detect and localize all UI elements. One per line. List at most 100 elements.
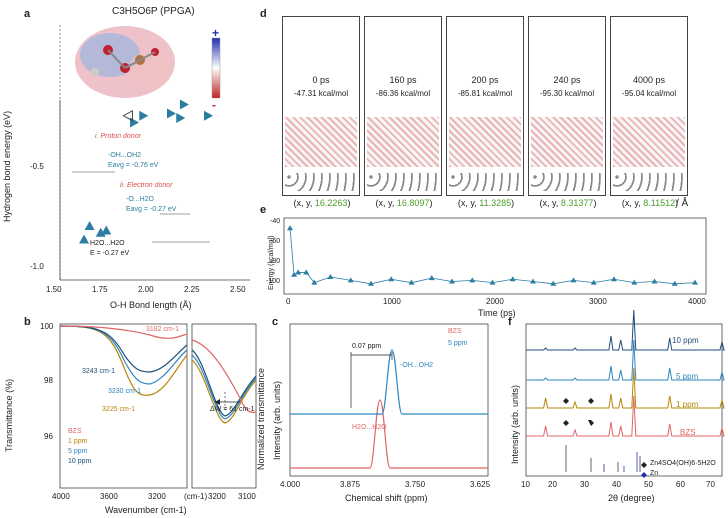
e-ytick-40: -40 [270, 218, 281, 225]
b-delta-w: ΔW = 61 cm-1 [210, 406, 255, 413]
ann-h2o-h2o: H2O...H2O [90, 240, 125, 247]
frame-time: 0 ps [312, 75, 330, 85]
frame-time: 160 ps [389, 75, 417, 85]
energy-point [295, 269, 302, 275]
ann-electron-donor: ii. Electron donor [120, 182, 173, 189]
molecule-formula: C3H5O6P (PPGA) [112, 6, 195, 17]
ann-oh-oh2: -OH...OH2 [108, 152, 142, 159]
b-ann-3243: 3243 cm-1 [82, 368, 116, 375]
frame-energy: -85.81 kcal/mol [457, 89, 513, 98]
d-unit: / Å [676, 198, 689, 209]
e-ytick-60: -60 [270, 238, 281, 245]
e-xtick-0: 0 [286, 297, 291, 306]
a-ytick-2: -1.0 [30, 262, 44, 271]
energy-point [509, 276, 516, 282]
zn-surface [367, 173, 439, 191]
zn-surface [531, 173, 603, 191]
c-ann-shift: 0.07 ppm [352, 343, 382, 350]
f-xtick-60: 60 [676, 480, 685, 489]
f-xtick-40: 40 [612, 480, 621, 489]
water-box [285, 117, 357, 167]
hbond-point [176, 113, 186, 123]
energy-point [611, 276, 617, 282]
energy-point [388, 276, 395, 282]
b-xtick-unit: (cm-1) [184, 492, 208, 501]
energy-point [449, 278, 455, 284]
water-box [367, 117, 439, 167]
e-xlabel: Time (ps) [478, 308, 516, 318]
ann-o-h2o: -O...H2O [126, 196, 155, 203]
f-xtick-30: 30 [580, 480, 589, 489]
e-xtick-2000: 2000 [486, 297, 504, 306]
md-frame: 0 ps -47.31 kcal/mol [282, 16, 360, 196]
hbond-point [79, 234, 90, 244]
b-ann-3225: 3225 cm-1 [102, 406, 136, 413]
c-xlabel: Chemical shift (ppm) [345, 493, 428, 503]
hbond-point [204, 110, 213, 121]
hbond-point [167, 108, 176, 119]
b-ann-3230: 3230 cm-1 [108, 388, 142, 395]
energy-point [347, 277, 354, 283]
ann-eavg-1: Eavg = -0.76 eV [108, 162, 159, 169]
b-xtick-3200: 3200 [148, 492, 166, 501]
frame-coord: (x, y, 8.11512) [621, 198, 679, 208]
b-legend-5ppm: 5 ppm [68, 448, 88, 455]
hbond-point [101, 225, 112, 235]
b-xlabel: Wavenumber (cm-1) [105, 505, 187, 515]
frame-coord: (x, y, 11.3285) [457, 198, 515, 208]
panel-c-label: c [272, 316, 279, 328]
panel-a-label: a [24, 8, 31, 20]
energy-point [570, 277, 577, 283]
b-ann-3182: 3182 cm-1 [146, 326, 180, 333]
frame-energy: -47.31 kcal/mol [293, 89, 349, 98]
c-xtick-3750: 3.750 [405, 480, 426, 489]
e-xtick-3000: 3000 [589, 297, 607, 306]
frame-energy: -95.30 kcal/mol [539, 89, 595, 98]
energy-point [692, 279, 698, 285]
energy-point [303, 269, 310, 275]
a-xlabel: O-H Bond length (Å) [110, 300, 192, 310]
energy-point [428, 275, 435, 281]
panel-e-label: e [260, 204, 267, 216]
b-ytick-100: 100 [40, 322, 54, 331]
esp-plus: + [212, 26, 220, 40]
energy-point [287, 225, 293, 231]
e-xtick-1000: 1000 [383, 297, 401, 306]
a-xtick-3: 2.00 [138, 285, 154, 294]
panel-b-label: b [24, 316, 31, 328]
energy-point [489, 279, 496, 285]
energy-point [408, 279, 415, 285]
e-ytick-100: -100 [266, 278, 281, 285]
f-label-1ppm: 1 ppm [676, 400, 699, 409]
a-xtick-5: 2.50 [230, 285, 246, 294]
hbond-point [179, 99, 189, 110]
hbond-point [139, 110, 149, 121]
ann-proton-donor: i. Proton donor [95, 133, 141, 140]
panel-d-label: d [260, 8, 267, 20]
xrd-pattern [526, 367, 725, 409]
energy-point [631, 279, 638, 285]
a-ytick-1: -0.5 [30, 162, 44, 171]
b-xtick-4000: 4000 [52, 492, 70, 501]
b-legend-10ppm: 10 ppm [68, 458, 92, 465]
c-ann-h2o: H2O...H2O [352, 424, 387, 431]
energy-point [311, 279, 318, 285]
panel-f-label: f [508, 316, 512, 328]
hbond-point [84, 221, 95, 230]
frame-energy: -95.04 kcal/mol [621, 89, 677, 98]
f-label-5ppm: 5 ppm [676, 372, 699, 381]
md-frame: 4000 ps -95.04 kcal/mol [610, 16, 688, 196]
energy-point [590, 279, 597, 285]
frame-coord: (x, y, 8.31377) [539, 198, 597, 208]
a-xtick-4: 2.25 [184, 285, 200, 294]
f-ref2: Zn [650, 470, 659, 477]
water-box [531, 117, 603, 167]
energy-point [368, 280, 374, 286]
frame-energy: -86.36 kcal/mol [375, 89, 431, 98]
md-frame: 240 ps -95.30 kcal/mol [528, 16, 606, 196]
esp-minus: - [212, 98, 216, 112]
energy-point [469, 277, 476, 283]
